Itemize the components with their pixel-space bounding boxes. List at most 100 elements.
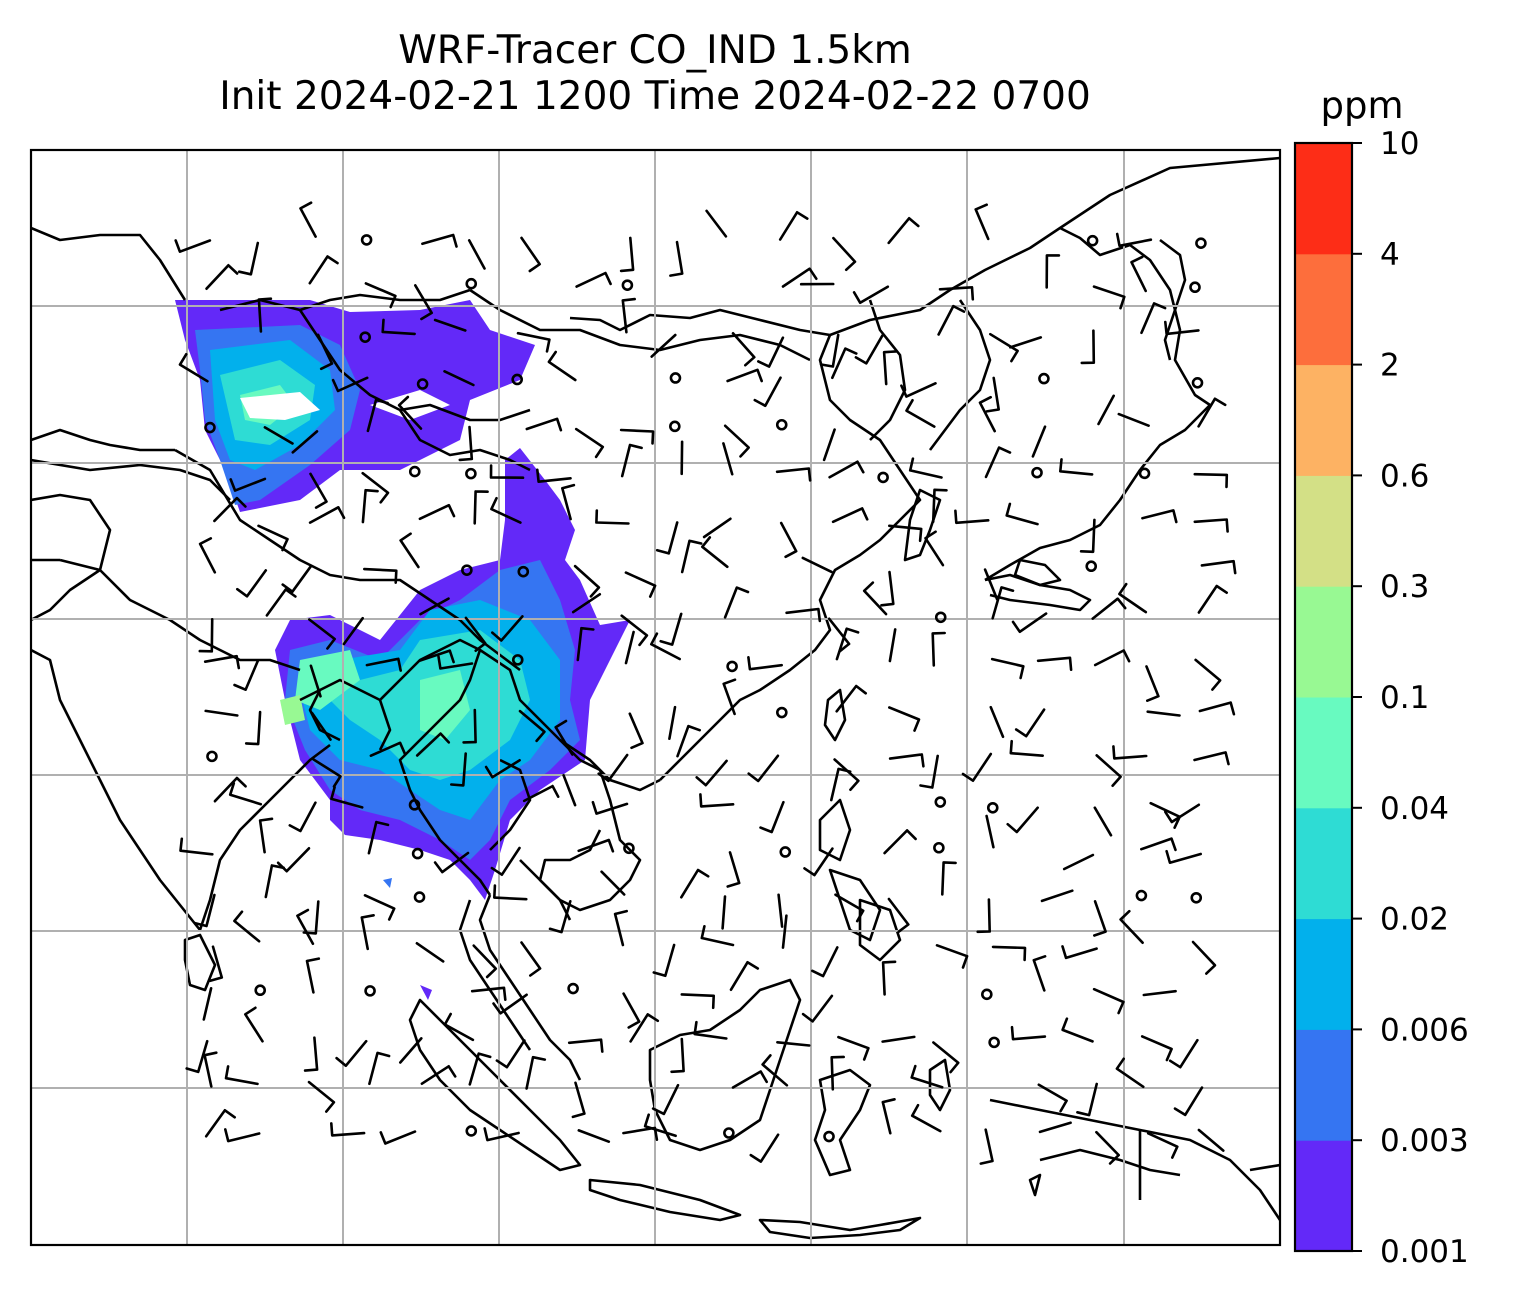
wind-barb <box>775 467 812 482</box>
wind-barb <box>567 1038 604 1053</box>
wind-barb <box>919 754 939 789</box>
wind-barb <box>819 333 840 368</box>
wind-barb <box>213 496 247 523</box>
wind-barb <box>421 233 458 248</box>
wind-barb <box>1093 649 1131 667</box>
wind-barb <box>198 537 217 574</box>
wind-barb <box>989 332 1019 363</box>
wind-barb <box>520 941 542 977</box>
wind-barb <box>621 297 636 334</box>
wind-barb <box>1145 665 1160 702</box>
wind-barb <box>624 630 635 665</box>
wind-barb <box>1097 394 1115 426</box>
wind-barb <box>1009 336 1043 349</box>
calm-wind-circle <box>206 750 218 763</box>
wind-barb <box>908 457 943 479</box>
calm-wind-circle <box>623 842 635 855</box>
calm-wind-circle <box>461 564 473 576</box>
wind-barb <box>668 705 677 740</box>
wind-barb <box>759 800 785 834</box>
wind-barb <box>1193 518 1229 533</box>
colorbar-segment <box>1295 143 1352 255</box>
wind-barb <box>213 776 247 803</box>
wind-barb <box>620 614 649 647</box>
wind-barb <box>236 569 268 598</box>
wind-barb <box>547 350 577 382</box>
wind-barb <box>931 631 946 667</box>
colorbar-segment <box>1295 697 1352 809</box>
wind-barb <box>237 241 260 276</box>
wind-barb <box>705 209 728 238</box>
wind-barb <box>778 211 809 241</box>
wind-barb <box>699 793 735 808</box>
wind-barb <box>989 705 1005 739</box>
wind-barb <box>490 496 522 524</box>
calm-wind-circle <box>986 801 999 814</box>
wind-barb <box>1032 955 1047 992</box>
wind-barb <box>1165 849 1202 864</box>
figure-title: WRF-Tracer CO_IND 1.5km Init 2024-02-21 … <box>30 28 1280 120</box>
wind-barb <box>205 264 239 290</box>
wind-barb <box>561 483 576 521</box>
wind-barb <box>652 943 676 978</box>
wind-barb <box>1091 597 1127 620</box>
wind-barb <box>723 586 750 619</box>
wind-barb <box>228 782 263 806</box>
wind-barb <box>835 627 860 661</box>
wind-barb <box>827 617 851 653</box>
wind-barb <box>854 334 884 365</box>
wind-barb <box>624 571 657 598</box>
wind-barb <box>726 851 741 888</box>
wind-barb <box>518 709 546 743</box>
wind-barb <box>366 398 389 433</box>
wind-barb <box>577 1129 611 1143</box>
wind-barb <box>888 628 897 663</box>
wind-barb <box>834 893 865 923</box>
wind-barb <box>600 870 626 896</box>
wind-barb <box>520 236 541 273</box>
wind-barb <box>910 1064 944 1089</box>
wind-barb <box>888 706 921 732</box>
calm-wind-circle <box>933 841 945 854</box>
wind-barb <box>777 893 784 928</box>
wind-barb <box>554 719 574 756</box>
calm-wind-circle <box>988 1036 1000 1049</box>
wind-barb <box>620 443 643 478</box>
plume-north-gap-2 <box>370 390 450 420</box>
map-panel <box>31 150 1280 1245</box>
calm-wind-circle <box>1189 281 1201 294</box>
wind-barb <box>1014 708 1046 738</box>
wind-barb <box>369 741 407 757</box>
wind-barb <box>522 784 560 803</box>
wind-barb <box>1118 582 1148 614</box>
wind-barb <box>1197 584 1228 614</box>
wind-barb <box>1092 285 1126 310</box>
wind-barb <box>536 468 572 483</box>
wind-barb <box>203 1051 218 1088</box>
wind-barb <box>1005 502 1039 526</box>
calm-wind-circle <box>775 418 788 431</box>
wind-barb <box>1037 1083 1068 1113</box>
calm-wind-circle <box>511 654 524 666</box>
wind-barb <box>881 960 897 996</box>
wind-barb <box>258 817 274 854</box>
wind-barb <box>467 239 486 270</box>
wind-barb <box>801 556 833 574</box>
wind-barb <box>299 201 317 238</box>
colorbar-tick-label: 2 <box>1380 348 1400 384</box>
wind-barb <box>303 1036 319 1072</box>
wind-barb <box>179 837 214 856</box>
calm-wind-circle <box>517 565 530 578</box>
colorbar-tick-label: 0.003 <box>1380 1123 1469 1159</box>
wind-barb <box>862 581 888 616</box>
wind-barb <box>1115 232 1153 248</box>
calm-wind-circle <box>779 846 792 858</box>
wind-barb <box>680 539 703 574</box>
calm-wind-circle <box>1038 372 1050 385</box>
wind-barb <box>1117 412 1150 427</box>
wind-barb <box>1191 940 1217 975</box>
wind-barb <box>887 897 910 933</box>
wind-barb <box>204 709 239 717</box>
wind-barb <box>470 986 507 1001</box>
wind-barb <box>629 1013 660 1043</box>
